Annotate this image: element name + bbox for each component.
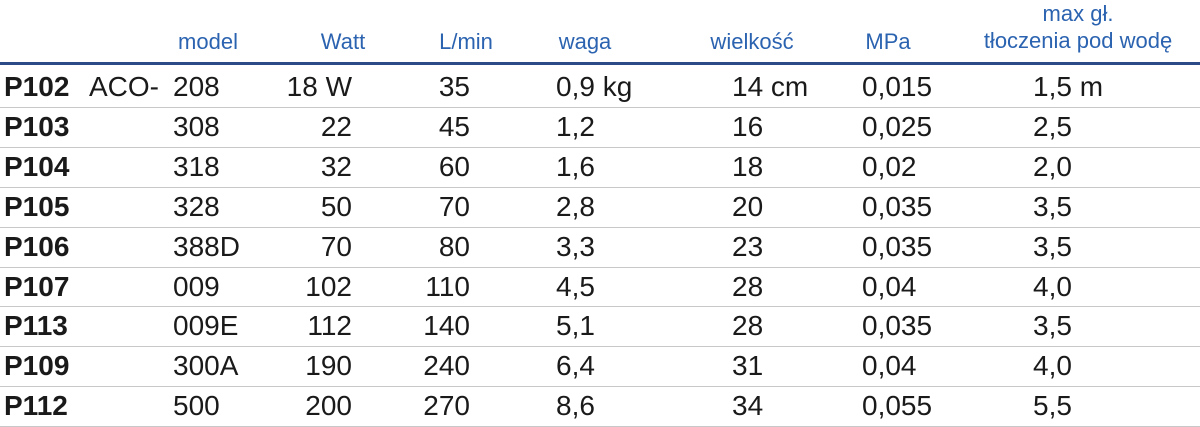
row-divider: [0, 267, 1200, 268]
header-rule: [0, 62, 1200, 65]
cell: 80: [438, 230, 470, 262]
product-code: P103: [4, 110, 70, 142]
cell: 28: [732, 310, 764, 342]
column-header: wielkość: [710, 29, 794, 54]
cell: 009: [173, 270, 220, 302]
cell: 0,035: [862, 190, 933, 222]
column-header: model: [178, 29, 238, 54]
cell: 34: [732, 390, 764, 422]
column-header: Watt: [320, 29, 366, 54]
cell: 0,015: [862, 71, 933, 102]
cell: 32: [320, 150, 352, 182]
cell: 009E: [173, 310, 239, 342]
cell: 50: [320, 190, 352, 222]
row-divider: [0, 306, 1200, 307]
cell: 0,04: [862, 350, 917, 382]
cell: 270: [423, 390, 470, 422]
product-code: P104: [4, 150, 70, 182]
cell: 0,04: [862, 270, 917, 302]
cell: 308: [173, 110, 220, 142]
cell: 70: [438, 190, 470, 222]
column-header: max gł.: [1042, 1, 1114, 26]
column-header: waga: [558, 29, 612, 54]
cell: 18 W: [286, 71, 352, 102]
cell: 18: [732, 150, 764, 182]
column-header: MPa: [865, 29, 911, 54]
cell: 20: [732, 190, 764, 222]
cell: 388D: [173, 230, 240, 262]
cell: 102: [305, 270, 352, 302]
cell: 70: [320, 230, 352, 262]
product-code: P112: [4, 390, 68, 422]
cell: 5,5: [1033, 390, 1072, 422]
cell: 0,025: [862, 110, 933, 142]
cell: 1,6: [556, 150, 595, 182]
product-code: P109: [4, 350, 70, 382]
cell: 300A: [173, 350, 239, 382]
cell: 23: [732, 230, 764, 262]
cell: 0,055: [862, 390, 933, 422]
cell: 3,5: [1033, 190, 1072, 222]
cell: 6,4: [556, 350, 595, 382]
row-divider: [0, 227, 1200, 228]
cell: 31: [732, 350, 764, 382]
cell: 4,0: [1033, 270, 1072, 302]
column-header: L/min: [439, 29, 493, 54]
cell: 2,5: [1033, 110, 1072, 142]
row-divider: [0, 346, 1200, 347]
model-prefix: ACO-: [89, 71, 159, 102]
cell: 500: [173, 390, 220, 422]
cell: 2,8: [556, 190, 595, 222]
cell: 110: [425, 270, 470, 302]
cell: 240: [423, 350, 470, 382]
cell: 4,0: [1033, 350, 1072, 382]
cell: 45: [438, 110, 470, 142]
cell: 3,5: [1033, 230, 1072, 262]
cell: 60: [438, 150, 470, 182]
cell: 8,6: [556, 390, 595, 422]
cell: 1,2: [556, 110, 595, 142]
cell: 0,035: [862, 230, 933, 262]
row-divider: [0, 187, 1200, 188]
cell: 3,5: [1033, 310, 1072, 342]
cell: 318: [173, 150, 220, 182]
cell: 35: [438, 71, 470, 102]
cell: 208: [173, 71, 220, 102]
cell: 16: [732, 110, 764, 142]
cell: 4,5: [556, 270, 595, 302]
cell: 2,0: [1033, 150, 1072, 182]
cell: 28: [732, 270, 764, 302]
cell: 1,5 m: [1033, 71, 1104, 102]
cell: 200: [305, 390, 352, 422]
product-code: P113: [4, 310, 68, 342]
cell: 0,02: [862, 150, 917, 182]
cell: 22: [320, 110, 352, 142]
cell: 0,9 kg: [556, 71, 633, 102]
cell: 140: [423, 310, 470, 342]
cell: 14 cm: [732, 71, 809, 102]
product-code: P106: [4, 230, 70, 262]
cell: 3,3: [556, 230, 595, 262]
cell: 328: [173, 190, 220, 222]
row-divider: [0, 107, 1200, 108]
cell: 190: [305, 350, 352, 382]
cell: 5,1: [556, 310, 595, 342]
row-divider: [0, 386, 1200, 387]
column-header: tłoczenia pod wodę: [983, 28, 1173, 53]
cell: 0,035: [862, 310, 933, 342]
product-code: P107: [4, 270, 70, 302]
cell: 112: [307, 310, 352, 342]
product-code: P105: [4, 190, 70, 222]
product-code: P102: [4, 71, 70, 102]
row-divider: [0, 147, 1200, 148]
